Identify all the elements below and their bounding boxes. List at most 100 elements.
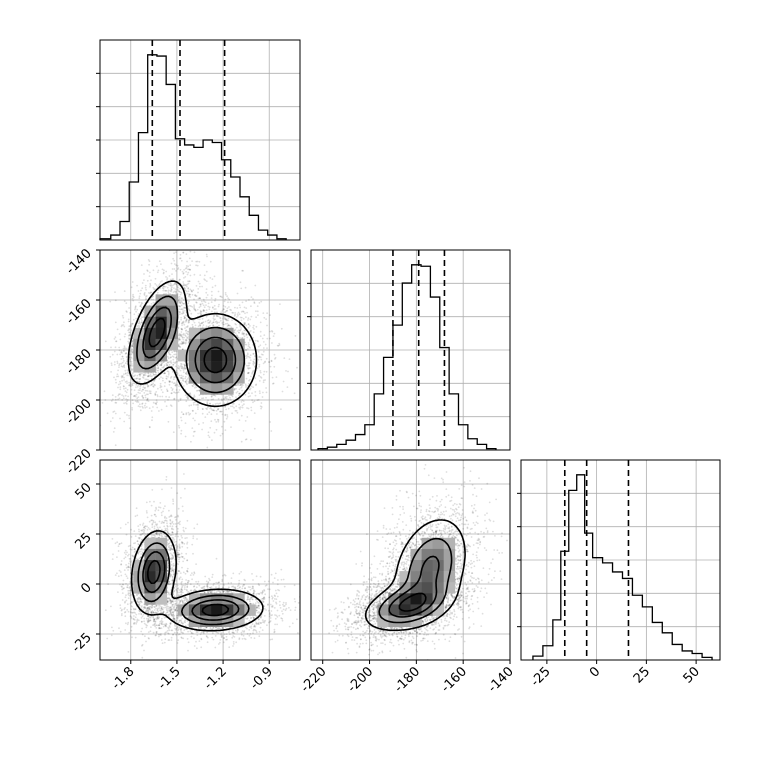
scatter-point — [121, 314, 124, 317]
scatter-point — [199, 309, 202, 312]
scatter-point — [200, 208, 202, 210]
scatter-point — [244, 286, 247, 289]
scatter-point — [194, 430, 196, 433]
scatter-point — [235, 387, 238, 390]
scatter-point — [252, 336, 255, 339]
scatter-point — [219, 317, 222, 320]
scatter-point — [246, 336, 249, 339]
scatter-point — [187, 280, 189, 283]
scatter-point — [247, 407, 250, 410]
scatter-point — [112, 411, 115, 413]
scatter-point — [180, 308, 183, 310]
scatter-point — [248, 299, 250, 301]
scatter-point — [182, 377, 185, 380]
scatter-point — [265, 357, 268, 360]
scatter-point — [183, 557, 186, 560]
scatter-point — [188, 319, 191, 322]
scatter-point — [219, 295, 222, 298]
scatter-point — [148, 375, 151, 377]
scatter-point — [144, 389, 147, 392]
scatter-point — [171, 388, 174, 390]
scatter-point — [207, 399, 209, 402]
scatter-point — [173, 398, 176, 401]
scatter-point — [157, 387, 159, 390]
scatter-point — [248, 379, 250, 382]
scatter-point — [197, 325, 200, 328]
scatter-point — [230, 426, 232, 428]
scatter-point — [181, 328, 184, 331]
scatter-point — [177, 424, 180, 427]
scatter-point — [138, 373, 141, 376]
scatter-point — [193, 304, 196, 307]
scatter-point — [243, 323, 246, 325]
scatter-point — [170, 386, 173, 389]
scatter-point — [182, 332, 185, 335]
scatter-point — [147, 379, 150, 381]
scatter-point — [190, 290, 193, 292]
scatter-point — [179, 305, 181, 308]
scatter-point — [211, 278, 214, 280]
scatter-point — [144, 372, 147, 375]
scatter-point — [130, 360, 133, 363]
scatter-point — [198, 208, 200, 210]
scatter-point — [130, 393, 133, 396]
scatter-point — [199, 297, 201, 299]
scatter-point — [137, 396, 140, 398]
scatter-point — [148, 390, 151, 392]
scatter-point — [125, 583, 127, 585]
scatter-point — [246, 416, 249, 418]
scatter-point — [205, 396, 207, 399]
scatter-point — [227, 324, 230, 327]
scatter-point — [169, 380, 171, 383]
scatter-point — [247, 323, 250, 326]
scatter-point — [128, 334, 131, 337]
scatter-point — [118, 397, 121, 400]
scatter-point — [143, 392, 146, 394]
scatter-point — [110, 371, 112, 373]
scatter-point — [206, 408, 208, 411]
scatter-point — [124, 373, 127, 375]
scatter-point — [269, 421, 272, 423]
scatter-point — [252, 324, 255, 327]
scatter-point — [204, 320, 207, 323]
scatter-point — [131, 407, 134, 409]
scatter-point — [225, 309, 228, 312]
scatter-point — [139, 409, 142, 412]
scatter-point — [141, 282, 144, 284]
scatter-point — [143, 325, 145, 328]
scatter-point — [183, 245, 185, 247]
scatter-point — [177, 323, 180, 326]
scatter-point — [139, 373, 142, 376]
scatter-point — [182, 341, 185, 344]
scatter-point — [179, 369, 182, 372]
scatter-point — [179, 293, 182, 296]
scatter-point — [181, 348, 184, 351]
scatter-point — [183, 315, 186, 318]
scatter-point — [117, 386, 119, 389]
scatter-point — [199, 303, 202, 306]
scatter-point — [205, 325, 208, 327]
scatter-point — [131, 343, 134, 346]
scatter-point — [249, 378, 251, 381]
scatter-point — [173, 353, 176, 356]
scatter-point — [235, 405, 238, 408]
scatter-point — [253, 328, 255, 330]
scatter-point — [234, 332, 237, 334]
scatter-point — [240, 287, 243, 290]
scatter-point — [162, 366, 165, 369]
scatter-point — [180, 328, 183, 331]
scatter-point — [167, 357, 170, 360]
scatter-point — [170, 392, 173, 395]
scatter-point — [168, 363, 171, 366]
scatter-point — [187, 308, 190, 311]
scatter-point — [104, 340, 107, 343]
scatter-point — [241, 384, 244, 387]
scatter-point — [126, 374, 129, 377]
scatter-point — [223, 318, 226, 320]
scatter-point — [183, 363, 186, 366]
scatter-point — [201, 412, 204, 415]
scatter-point — [195, 301, 198, 304]
scatter-point — [119, 353, 121, 356]
scatter-point — [240, 414, 243, 417]
scatter-point — [151, 383, 153, 386]
